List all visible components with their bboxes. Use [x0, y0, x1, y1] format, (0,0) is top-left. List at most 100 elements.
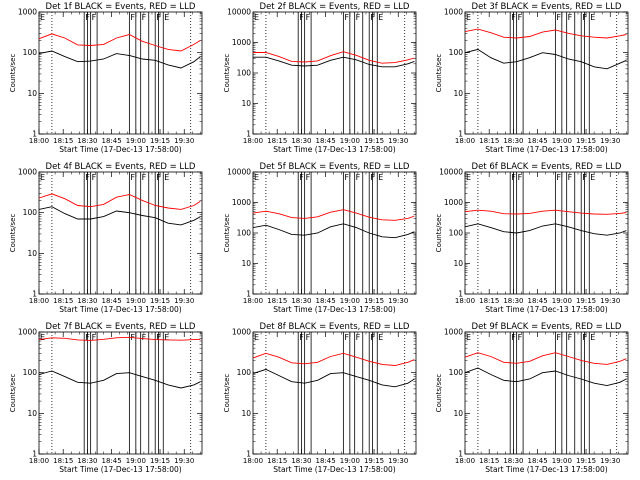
y-tick-label: 100 [449, 368, 464, 377]
events-series-line [464, 367, 627, 387]
y-axis-label: Counts/sec [9, 54, 17, 93]
x-tick-label: 18:45 [102, 297, 122, 305]
x-tick-label: 19:00 [126, 457, 146, 465]
events-series-line [464, 48, 627, 70]
lld-series-line [38, 193, 201, 210]
y-tick-label: 10000 [227, 168, 251, 177]
x-tick-label: 18:00 [243, 297, 263, 305]
flag-label: E [164, 333, 169, 342]
flag-label: F [344, 173, 349, 182]
y-tick-label: 10 [453, 409, 463, 418]
flag-label: F [299, 13, 304, 22]
x-tick-label: 18:15 [479, 457, 499, 465]
panel-title: Det 5f BLACK = Events, RED = LLD [260, 162, 410, 172]
x-tick-label: 19:00 [340, 297, 360, 305]
x-tick-label: 19:00 [126, 297, 146, 305]
flag-label: F [344, 13, 349, 22]
x-tick-label: 18:45 [528, 457, 548, 465]
y-tick-label: 10 [241, 99, 251, 108]
flag-label: F [130, 13, 135, 22]
lld-series-line [464, 209, 627, 215]
x-tick-label: 19:30 [600, 457, 620, 465]
x-tick-label: 19:15 [150, 457, 170, 465]
lld-series-line [464, 352, 627, 365]
x-tick-label: 19:00 [340, 457, 360, 465]
x-tick-label: 19:30 [174, 137, 194, 145]
y-axis-label: Counts/sec [435, 54, 443, 93]
flag-label: F [344, 333, 349, 342]
panel-title: Det 6f BLACK = Events, RED = LLD [472, 162, 622, 172]
flag-label: E [378, 13, 383, 22]
lld-series-line [252, 209, 415, 221]
x-tick-label: 18:00 [29, 137, 49, 145]
flag-label: F [92, 173, 97, 182]
flag-label: F [306, 173, 311, 182]
plot-frame [464, 11, 629, 135]
x-tick-label: 18:30 [77, 297, 97, 305]
flag-label: F [85, 333, 90, 342]
plot-frame [464, 331, 629, 455]
flag-label: F [518, 13, 523, 22]
x-tick-label: 19:15 [576, 137, 596, 145]
x-axis-label: Start Time (17-Dec-13 17:58:00) [59, 305, 181, 314]
flag-label: F [568, 13, 573, 22]
flag-label: E [40, 173, 45, 182]
x-tick-label: 19:00 [552, 297, 572, 305]
flag-label: F [511, 13, 516, 22]
plot-frame [38, 331, 203, 455]
x-tick-label: 18:30 [291, 457, 311, 465]
y-tick-label: 1000 [444, 8, 463, 17]
x-tick-label: 19:15 [150, 137, 170, 145]
flag-label: F [556, 173, 561, 182]
x-tick-label: 18:15 [53, 137, 73, 145]
flag-label: F [370, 173, 375, 182]
y-tick-label: 1000 [232, 38, 251, 47]
x-tick-label: 19:30 [600, 137, 620, 145]
events-series-line [252, 223, 415, 239]
x-tick-label: 19:15 [364, 297, 384, 305]
x-tick-label: 19:30 [174, 457, 194, 465]
flag-label: E [40, 333, 45, 342]
panel-title: Det 1f BLACK = Events, RED = LLD [46, 2, 196, 12]
y-tick-label: 10 [27, 249, 37, 258]
flag-label: E [40, 13, 45, 22]
flag-label: F [518, 333, 523, 342]
x-axis-label: Start Time (17-Dec-13 17:58:00) [59, 145, 181, 154]
flag-label: F [582, 173, 587, 182]
flag-label: F [582, 13, 587, 22]
y-tick-label: 1000 [18, 328, 37, 337]
x-tick-label: 18:30 [503, 137, 523, 145]
x-tick-label: 18:45 [102, 137, 122, 145]
x-tick-label: 18:30 [503, 457, 523, 465]
flag-label: F [142, 333, 147, 342]
flag-label: E [164, 173, 169, 182]
x-tick-label: 18:15 [267, 297, 287, 305]
y-tick-label: 100 [23, 208, 38, 217]
x-tick-label: 18:45 [316, 297, 336, 305]
y-axis-label: Counts/sec [9, 214, 17, 253]
x-tick-label: 19:00 [340, 137, 360, 145]
flag-label: E [378, 333, 383, 342]
flag-label: F [306, 13, 311, 22]
x-tick-label: 18:15 [53, 457, 73, 465]
y-tick-label: 1000 [232, 198, 251, 207]
y-axis-label: Counts/sec [223, 54, 231, 93]
x-tick-label: 18:45 [316, 137, 336, 145]
chart-panel-8: Det 8f BLACK = Events, RED = LLD 1 10 100 10… [223, 322, 417, 474]
panel-title: Det 9f BLACK = Events, RED = LLD [472, 322, 622, 332]
y-axis-label: Counts/sec [223, 374, 231, 413]
flag-label: F [299, 173, 304, 182]
x-tick-label: 19:00 [126, 137, 146, 145]
x-tick-label: 18:30 [291, 297, 311, 305]
x-tick-label: 18:00 [29, 457, 49, 465]
flag-label: E [590, 333, 595, 342]
events-series-line [252, 368, 415, 388]
y-tick-label: 1000 [18, 168, 37, 177]
panel-title: Det 7f BLACK = Events, RED = LLD [46, 322, 196, 332]
panel-title: Det 8f BLACK = Events, RED = LLD [260, 322, 410, 332]
y-tick-label: 1000 [444, 198, 463, 207]
x-tick-label: 19:15 [576, 297, 596, 305]
events-series-line [253, 56, 415, 68]
flag-label: E [378, 173, 383, 182]
